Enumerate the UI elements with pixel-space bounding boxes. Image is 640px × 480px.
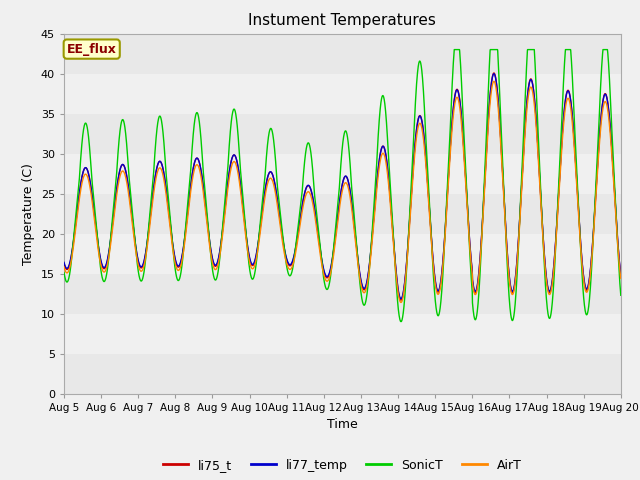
Title: Instument Temperatures: Instument Temperatures bbox=[248, 13, 436, 28]
Bar bbox=[64, 313, 621, 354]
X-axis label: Time: Time bbox=[327, 418, 358, 431]
Bar bbox=[64, 274, 621, 313]
Y-axis label: Temperature (C): Temperature (C) bbox=[22, 163, 35, 264]
Bar bbox=[64, 73, 621, 114]
Bar bbox=[64, 34, 621, 73]
Legend: li75_t, li77_temp, SonicT, AirT: li75_t, li77_temp, SonicT, AirT bbox=[158, 454, 527, 477]
Bar bbox=[64, 354, 621, 394]
Bar bbox=[64, 154, 621, 193]
Text: EE_flux: EE_flux bbox=[67, 43, 116, 56]
Bar bbox=[64, 114, 621, 154]
Bar bbox=[64, 234, 621, 274]
Bar bbox=[64, 193, 621, 234]
